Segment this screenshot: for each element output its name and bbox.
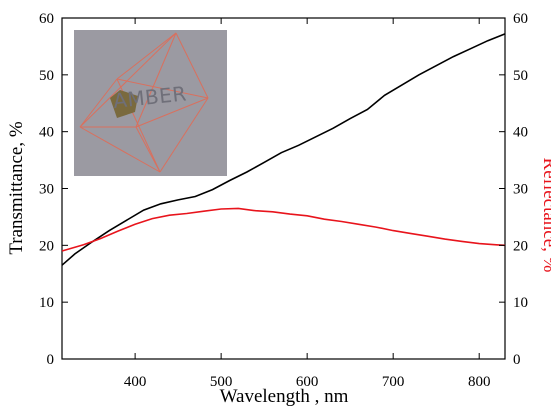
inset-photo: AMBER xyxy=(74,30,227,176)
octahedron-edge xyxy=(135,97,209,128)
y-left-tick-label: 20 xyxy=(39,238,54,254)
octahedron-edge xyxy=(79,78,118,128)
y-right-tick-label: 30 xyxy=(513,182,528,198)
y-left-tick-label: 0 xyxy=(47,352,55,368)
octahedron-edge xyxy=(116,78,209,99)
y-right-tick-label: 20 xyxy=(513,238,528,254)
octahedron-edge xyxy=(79,126,161,173)
y-right-tick-label: 40 xyxy=(513,125,528,141)
reflectance-line xyxy=(61,207,506,252)
ticks-layer: 400 500 600 700 8000102030405060010203040506… xyxy=(39,11,528,390)
x-axis-title: Wavelength , nm xyxy=(220,386,349,406)
y-right-tick-label: 50 xyxy=(513,68,528,84)
series-layer xyxy=(61,33,506,266)
octahedron-edge xyxy=(116,32,177,80)
x-tick-label: 400 xyxy=(124,374,147,390)
y-left-tick-label: 10 xyxy=(39,295,54,311)
y-left-tick-label: 50 xyxy=(39,68,54,84)
x-tick-label: 800 xyxy=(468,374,491,390)
octahedron-edge xyxy=(175,32,209,99)
amber-chip xyxy=(110,90,138,118)
x-tick-label: 600 xyxy=(296,374,319,390)
y-left-tick-label: 40 xyxy=(39,125,54,141)
y-right-axis-title: Reflectance, % xyxy=(539,158,551,273)
y-right-tick-label: 10 xyxy=(513,295,528,311)
y-right-tick-label: 60 xyxy=(513,11,528,27)
x-tick-label: 700 xyxy=(382,374,405,390)
y-left-tick-label: 60 xyxy=(39,11,54,27)
octahedron-edge xyxy=(79,32,177,128)
y-right-tick-label: 0 xyxy=(513,352,521,368)
y-left-axis-title: Transmittance, % xyxy=(6,121,27,255)
octahedron-edge xyxy=(135,32,177,128)
octahedron-wireframe xyxy=(79,32,209,173)
octahedron-edge xyxy=(159,97,209,173)
y-left-tick-label: 30 xyxy=(39,182,54,198)
x-tick-label: 500 xyxy=(210,374,233,390)
transmittance-line xyxy=(61,33,506,266)
